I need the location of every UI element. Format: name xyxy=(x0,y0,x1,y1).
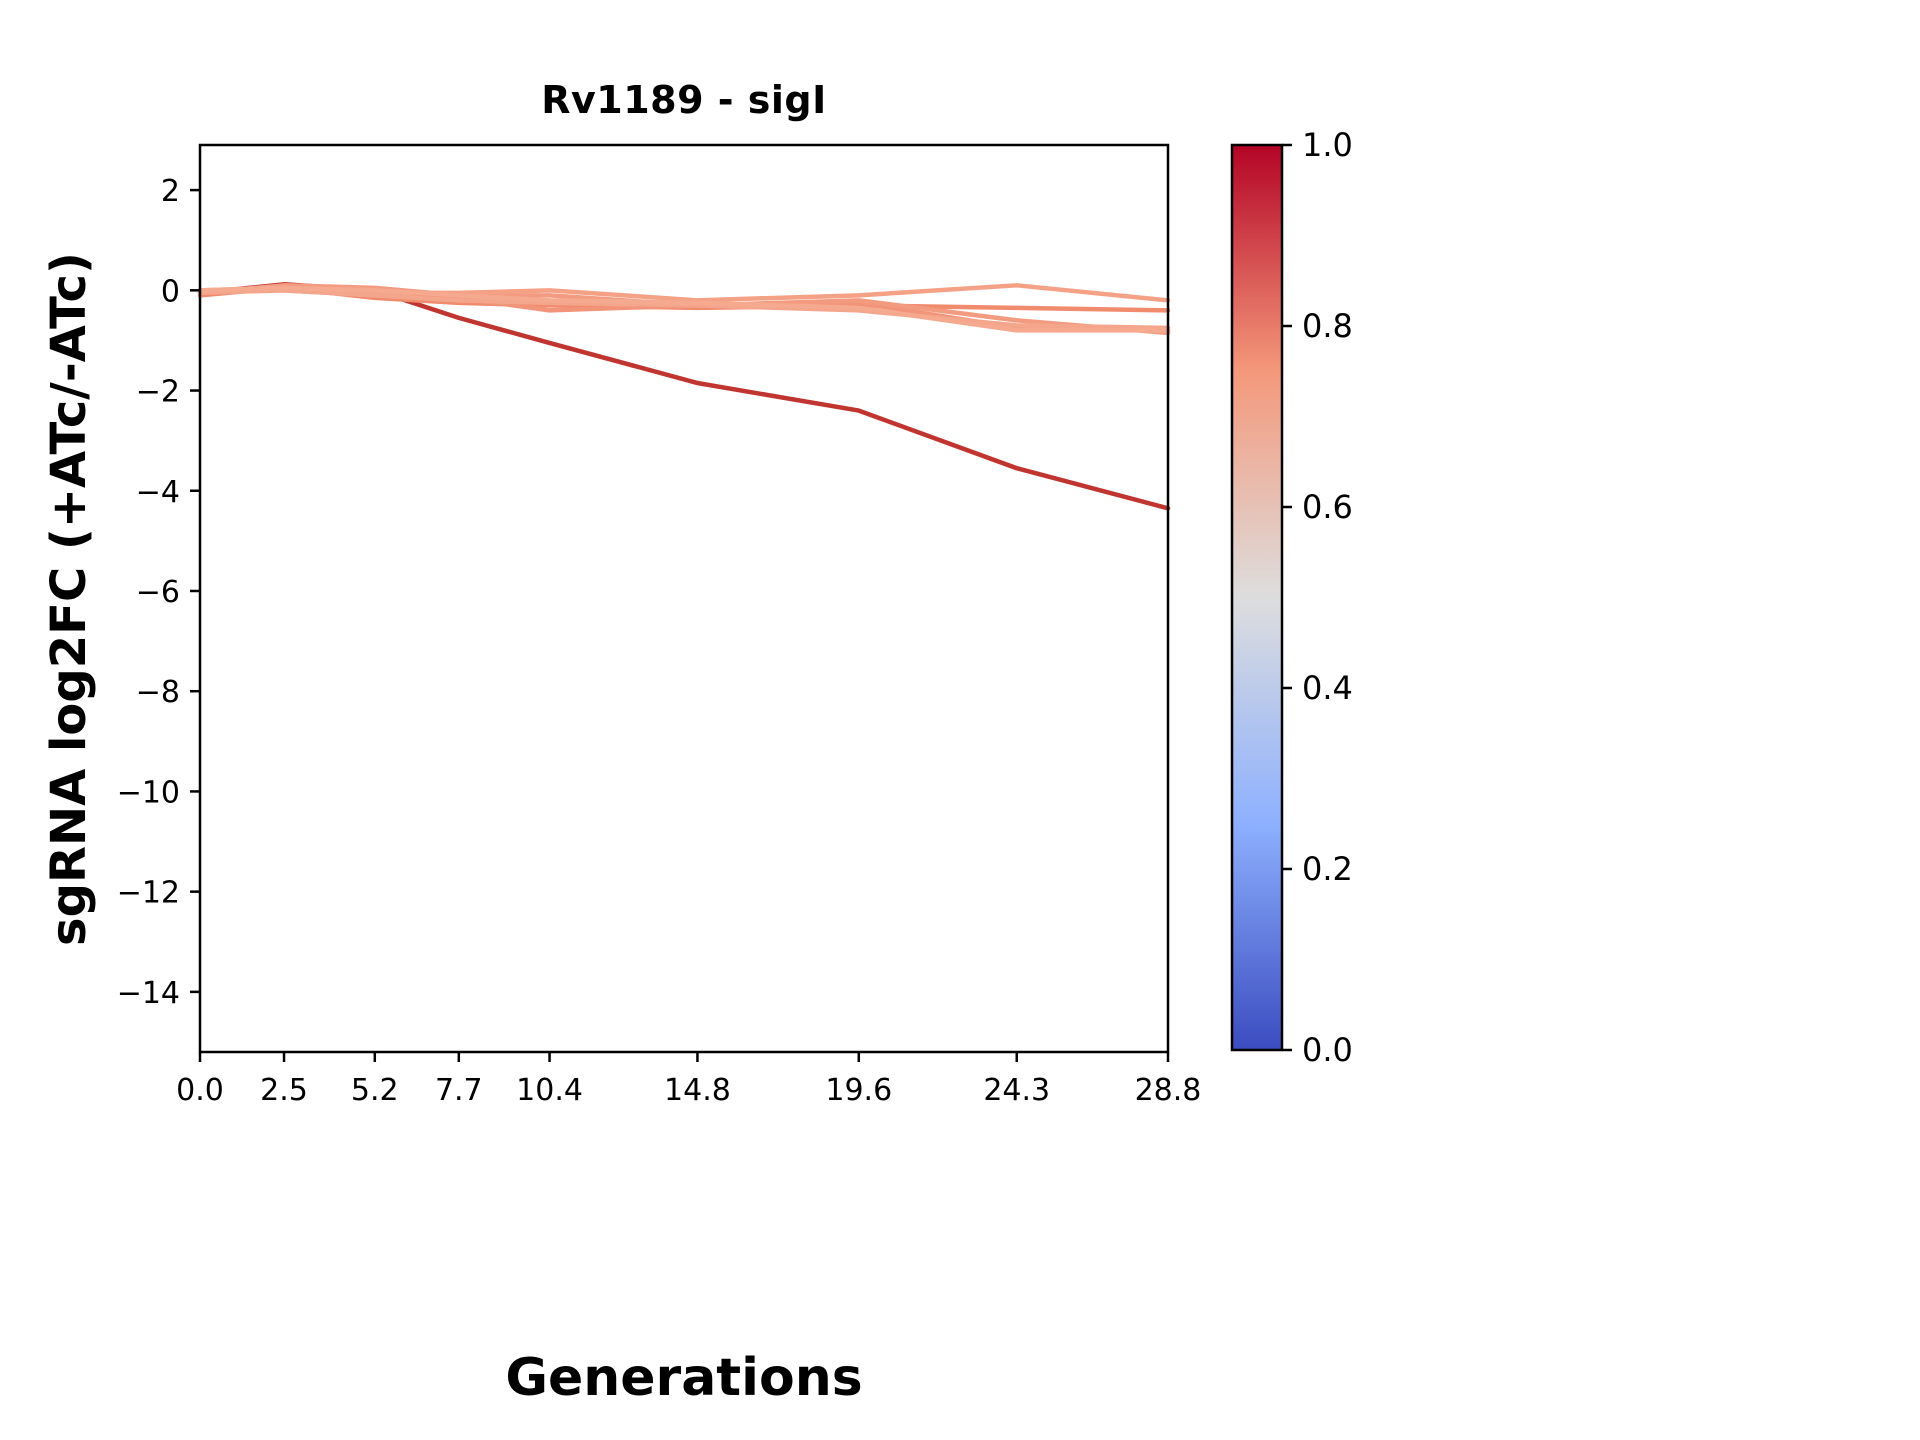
colorbar-tick-label: 0.8 xyxy=(1302,307,1353,345)
series-line-sgRNA-7 xyxy=(197,285,1171,333)
series-line-sgRNA-4 xyxy=(197,283,1171,336)
colorbar-tick-label: 0.4 xyxy=(1302,669,1353,707)
y-tick-label: −14 xyxy=(117,976,180,1011)
y-tick-label: −8 xyxy=(136,675,180,710)
x-tick-label: 2.5 xyxy=(260,1073,308,1108)
colorbar-tick-label: 0.2 xyxy=(1302,850,1353,888)
colorbar-tick-label: 0.0 xyxy=(1302,1031,1353,1069)
y-tick-label: −12 xyxy=(117,876,180,911)
x-tick-label: 5.2 xyxy=(351,1073,399,1108)
x-tick-label: 28.8 xyxy=(1135,1073,1202,1108)
x-axis-label: Generations xyxy=(505,1348,863,1408)
x-tick-label: 19.6 xyxy=(825,1073,892,1108)
colorbar-gradient xyxy=(1232,145,1282,1050)
y-tick-label: −4 xyxy=(136,475,180,510)
x-tick-label: 0.0 xyxy=(176,1073,224,1108)
x-tick-label: 7.7 xyxy=(435,1073,483,1108)
y-tick-label: 0 xyxy=(161,274,180,309)
chart-title: Rv1189 - sigI xyxy=(541,78,827,122)
y-tick-label: −6 xyxy=(136,575,180,610)
x-tick-label: 24.3 xyxy=(983,1073,1050,1108)
series-line-sgRNA-1 xyxy=(197,282,1171,511)
plot-frame xyxy=(198,143,1170,1054)
colorbar-frame xyxy=(1230,143,1284,1052)
y-tick-label: −2 xyxy=(136,375,180,410)
x-tick-label: 14.8 xyxy=(664,1073,731,1108)
y-tick-label: 2 xyxy=(161,174,180,209)
colorbar-tick-label: 1.0 xyxy=(1302,126,1353,164)
y-axis-label: sgRNA log2FC (+ATc/-ATc) xyxy=(41,252,97,946)
series-line-sgRNA-6 xyxy=(197,288,1171,331)
colorbar-tick-label: 0.6 xyxy=(1302,488,1353,526)
x-tick-label: 10.4 xyxy=(516,1073,583,1108)
y-tick-label: −10 xyxy=(117,775,180,810)
